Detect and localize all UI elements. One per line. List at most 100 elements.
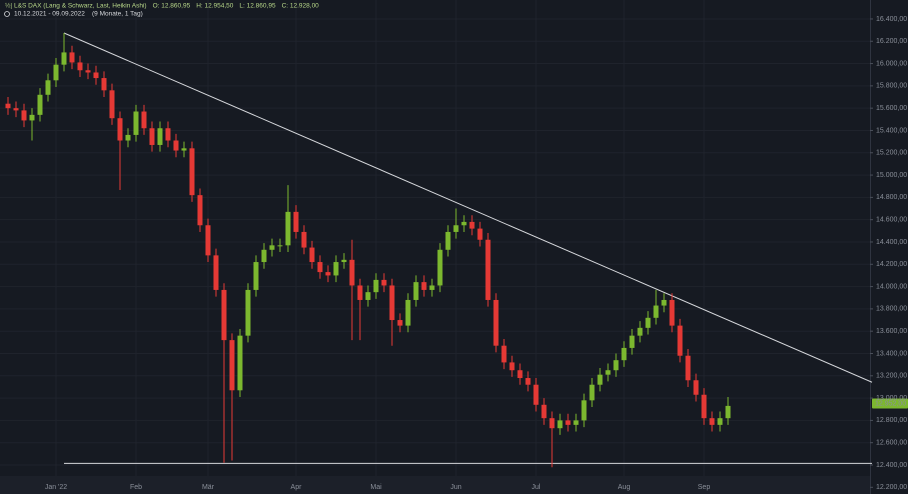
- y-tick-label: 13.400,00: [876, 350, 907, 357]
- x-axis-band: [0, 476, 870, 494]
- candle-body: [365, 292, 371, 300]
- y-tick-label: 14.600,00: [876, 217, 907, 224]
- candle-body: [645, 317, 651, 328]
- x-tick-label: Feb: [130, 484, 142, 491]
- legend-entry: C: 12.928,00: [282, 3, 320, 10]
- candle-body: [677, 325, 683, 356]
- candle-body: [597, 374, 603, 385]
- candle-body: [189, 148, 195, 196]
- x-tick-label: Jan '22: [45, 484, 67, 491]
- candle-body: [341, 259, 347, 263]
- labels: 12.200,00 12.400,00 12.600,00 12.800,00 13.0…: [45, 16, 907, 491]
- y-tick-label: 16.000,00: [876, 60, 907, 67]
- x-tick-label: Jul: [532, 484, 541, 491]
- candle-body: [277, 245, 283, 247]
- candle-body: [149, 128, 155, 145]
- candle-body: [181, 148, 187, 151]
- candle-body: [405, 299, 411, 326]
- candle-body: [613, 360, 619, 371]
- candle-body: [557, 420, 563, 429]
- candle-body: [325, 272, 331, 276]
- candle-body: [285, 211, 291, 246]
- candle-body: [93, 72, 99, 79]
- y-tick-label: 16.200,00: [876, 38, 907, 45]
- candle-body: [701, 394, 707, 419]
- x-tick-label: Mai: [370, 484, 382, 491]
- candle-body: [485, 239, 491, 300]
- candle-body: [237, 335, 243, 391]
- candle-body: [661, 299, 667, 306]
- candle-body: [101, 78, 107, 91]
- y-tick-label: 12.200,00: [876, 484, 907, 491]
- candle-body: [349, 259, 355, 286]
- candle-body: [125, 134, 131, 141]
- candle-body: [637, 327, 643, 336]
- x-tick-label: Apr: [291, 484, 303, 491]
- candle-body: [693, 380, 699, 395]
- symbol-icon: ½|: [5, 2, 12, 10]
- candle-body: [453, 225, 459, 232]
- candle-body: [437, 249, 443, 286]
- y-tick-label: 13.000,00: [876, 395, 907, 402]
- candle-body: [533, 384, 539, 405]
- clock-icon: [4, 11, 10, 17]
- candle-body: [85, 70, 91, 73]
- candle-body: [309, 247, 315, 263]
- y-tick-label: 15.200,00: [876, 150, 907, 157]
- x-tick-label: Aug: [618, 484, 631, 491]
- y-tick-label: 15.400,00: [876, 127, 907, 134]
- legend-entry: H: 12.954,50: [196, 3, 234, 10]
- candle-body: [477, 228, 483, 240]
- marks: 12.952,00: [5, 32, 908, 468]
- candle-body: [13, 108, 19, 111]
- candle-body: [709, 418, 715, 425]
- candle-body: [141, 111, 147, 129]
- candle-body: [117, 118, 123, 141]
- y-tick-label: 15.600,00: [876, 105, 907, 112]
- candle-body: [61, 52, 67, 65]
- candle-body: [421, 282, 427, 290]
- date-range: 10.12.2021 - 09.09.2022: [14, 11, 85, 18]
- legend: O: 12.860,95 H: 12.954,50 L: 12.860,95 C: 1…: [153, 3, 320, 10]
- chart-title: L&S DAX (Lang & Schwarz, Last, Heikin As…: [14, 3, 147, 10]
- candle-body: [501, 345, 507, 363]
- candle-body: [301, 231, 307, 248]
- candle-body: [629, 335, 635, 348]
- legend-entry: O: 12.860,95: [153, 3, 191, 10]
- candle-body: [549, 418, 555, 429]
- x-tick-label: Jun: [450, 484, 461, 491]
- y-tick-label: 13.600,00: [876, 328, 907, 335]
- candle-body: [685, 355, 691, 381]
- candle-body: [357, 285, 363, 300]
- y-tick-label: 14.400,00: [876, 239, 907, 246]
- candle-body: [213, 255, 219, 290]
- candle-body: [165, 128, 171, 141]
- candle-body: [717, 418, 723, 425]
- candle-body: [29, 114, 35, 121]
- y-tick-label: 12.400,00: [876, 462, 907, 469]
- candle-body: [621, 347, 627, 361]
- candle-body: [565, 420, 571, 425]
- candle-body: [317, 262, 323, 273]
- candle-body: [573, 420, 579, 425]
- legend-entry: L: 12.860,95: [239, 3, 276, 10]
- y-tick-label: 12.600,00: [876, 440, 907, 447]
- candle-body: [269, 245, 275, 250]
- last-price-label: 12.952,00: [875, 400, 906, 407]
- candle-body: [461, 221, 467, 226]
- candle-body: [197, 195, 203, 226]
- candle-body: [669, 299, 675, 326]
- y-tick-label: 13.200,00: [876, 373, 907, 380]
- candle-body: [605, 370, 611, 375]
- candle-body: [589, 384, 595, 401]
- candle-body: [445, 231, 451, 250]
- candle-body: [221, 289, 227, 341]
- candle-body: [493, 299, 499, 346]
- candle-body: [581, 400, 587, 421]
- y-tick-label: 16.400,00: [876, 16, 907, 23]
- candle-body: [381, 279, 387, 286]
- last-price-tag: [872, 398, 908, 409]
- candle-body: [173, 140, 179, 151]
- candle-body: [509, 362, 515, 371]
